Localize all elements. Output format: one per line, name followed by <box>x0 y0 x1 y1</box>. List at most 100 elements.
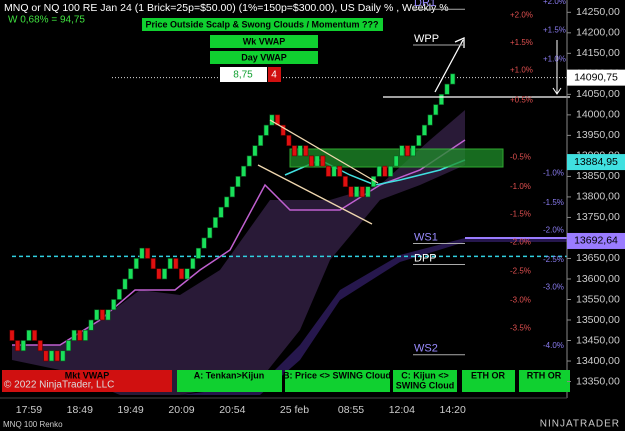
brick <box>399 145 405 157</box>
brick <box>444 83 450 95</box>
brick <box>190 258 196 270</box>
button[interactable] <box>519 370 570 392</box>
header: MNQ or NQ 100 RE Jan 24 (1 Brick=25p=$50… <box>4 2 449 82</box>
bottom-buttons: Mkt VWAP © 2022 NinjaTrader, LLC A: Tenk… <box>2 370 570 392</box>
brick <box>308 155 314 167</box>
x-tick-label: 20:09 <box>168 404 194 416</box>
brick <box>133 258 139 270</box>
price-tag <box>567 154 625 171</box>
y-tick-label: 14250,00 <box>576 6 620 18</box>
x-tick-label: 20:54 <box>219 404 245 416</box>
brick <box>218 206 224 218</box>
button[interactable] <box>210 51 318 64</box>
title: MNQ or NQ 100 RE Jan 24 (1 Brick=25p=$50… <box>4 2 449 14</box>
y-tick-label: 14050,00 <box>576 88 620 100</box>
brick <box>258 135 264 146</box>
daily-pct: -2.0% <box>510 238 531 247</box>
brick <box>71 329 77 341</box>
brick <box>94 309 100 321</box>
x-tick-label: 19:49 <box>118 404 144 416</box>
brick <box>354 186 360 198</box>
brick <box>60 350 66 362</box>
pivot-label: WS2 <box>414 343 438 355</box>
weekly-pct: -4.0% <box>543 341 564 350</box>
bricks <box>9 73 456 362</box>
y-tick-label: 13550,00 <box>576 293 620 305</box>
brick <box>150 258 156 270</box>
brick <box>235 176 241 187</box>
daily-pct: -0.5% <box>510 153 531 162</box>
price-tag <box>567 69 625 86</box>
weekly-pct: -2.0% <box>543 226 564 235</box>
daily-pct: +1.5% <box>510 38 533 47</box>
y-tick-label: 13800,00 <box>576 191 620 203</box>
x-tick-label: 18:49 <box>67 404 93 416</box>
brick <box>342 176 348 187</box>
brick <box>15 340 21 352</box>
button[interactable] <box>462 370 515 392</box>
brick <box>241 165 247 177</box>
y-tick-label: 13950,00 <box>576 129 620 141</box>
brick <box>433 104 439 116</box>
button-label: SWING Cloud <box>396 380 455 390</box>
y-tick-label: 13600,00 <box>576 273 620 285</box>
button[interactable] <box>142 18 383 31</box>
brick <box>207 227 213 239</box>
brick <box>122 278 128 290</box>
brick <box>116 288 122 300</box>
button-label: C: Kijun <> <box>401 370 449 380</box>
brick <box>410 145 416 157</box>
button[interactable] <box>210 35 318 48</box>
counter <box>268 67 281 82</box>
weekly-pct: -3.0% <box>543 283 564 292</box>
channel-line <box>257 164 373 225</box>
button[interactable] <box>2 370 172 392</box>
price-tag-label: 14090,75 <box>574 71 618 83</box>
brick <box>331 165 337 177</box>
brick <box>37 340 43 352</box>
button-label: A: Tenkan>Kijun <box>194 370 265 380</box>
x-tick-label: 14:20 <box>440 404 466 416</box>
brick <box>26 329 32 341</box>
brick <box>246 155 252 167</box>
counter-text: 8,75 <box>233 70 253 81</box>
brick <box>365 186 371 198</box>
button[interactable] <box>177 370 282 392</box>
brick <box>105 309 111 321</box>
brick <box>167 258 173 270</box>
daily-pct: -3.5% <box>510 323 531 332</box>
brick <box>269 114 275 126</box>
daily-pct: +2.0% <box>510 10 533 19</box>
button-label: Price Outside Scalp & Swong Clouds / Mom… <box>145 19 378 29</box>
y-tick-label: 14150,00 <box>576 47 620 59</box>
y-tick-label: 13400,00 <box>576 355 620 367</box>
y-tick-label: 13450,00 <box>576 334 620 346</box>
brick <box>427 114 433 126</box>
brick <box>314 155 320 167</box>
measure-head <box>552 87 562 95</box>
pivot-label: WPP <box>414 33 439 45</box>
button[interactable] <box>285 370 390 392</box>
button[interactable] <box>393 370 457 392</box>
brick <box>9 329 15 341</box>
button-label: Day VWAP <box>241 52 287 62</box>
x-tick-label: 25 feb <box>280 404 309 416</box>
counter <box>220 67 267 82</box>
brick <box>145 247 151 259</box>
daily-pct: +1.0% <box>510 66 533 75</box>
instrument-label: MNQ 100 Renko <box>3 420 63 429</box>
swing-cloud <box>12 110 465 395</box>
brick <box>128 268 134 280</box>
brick <box>404 145 410 157</box>
brick <box>195 247 201 259</box>
brick <box>43 350 49 362</box>
brick <box>359 186 365 198</box>
x-tick-label: 08:55 <box>338 404 364 416</box>
drawings <box>0 0 570 399</box>
button-label: ETH OR <box>471 370 506 380</box>
brick <box>54 350 60 362</box>
brick <box>179 268 185 280</box>
brick <box>416 135 422 146</box>
y-tick-label: 13500,00 <box>576 314 620 326</box>
